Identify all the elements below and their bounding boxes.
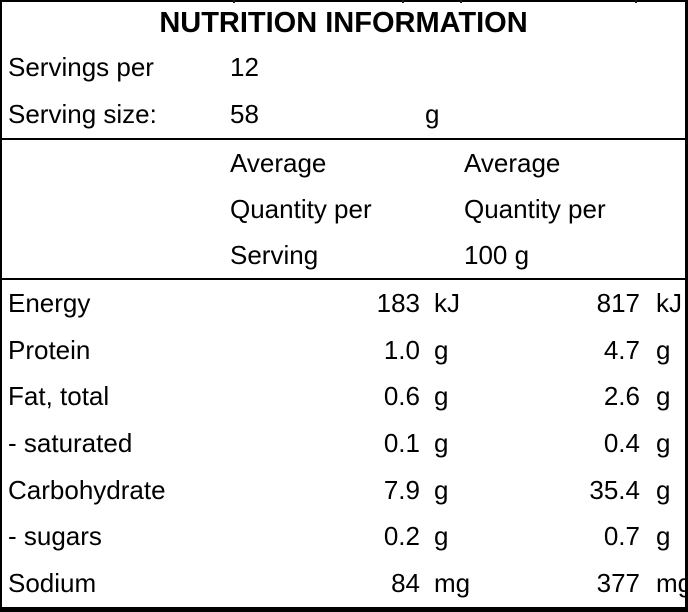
gridline-tick xyxy=(460,0,462,3)
per-serving-value: 7.9 xyxy=(383,474,420,505)
per-serving-value: 84 xyxy=(391,567,420,598)
servings-per-row: Servings per 12 xyxy=(2,44,685,91)
per-serving-value: 0.6 xyxy=(383,381,420,412)
table-row-saturated: - saturated 0.1 g 0.4 g xyxy=(2,420,685,467)
per-100g-unit: g xyxy=(656,521,671,552)
per-100g-unit: g xyxy=(656,334,671,365)
gridline-tick xyxy=(233,0,235,3)
serving-size-value: 58 xyxy=(230,99,259,129)
nutrient-name: Energy xyxy=(8,287,91,318)
gridline-tick xyxy=(635,0,637,3)
per-serving-unit: g xyxy=(434,334,449,365)
serving-size-row: Serving size: 58 g xyxy=(2,91,685,138)
nutrient-name: Sodium xyxy=(8,567,97,598)
table-row-protein: Protein 1.0 g 4.7 g xyxy=(2,327,685,374)
per-serving-value: 0.2 xyxy=(383,521,420,552)
per-serving-unit: g xyxy=(434,427,449,458)
table-row-sugars: - sugars 0.2 g 0.7 g xyxy=(2,513,685,560)
nutrient-name: - sugars xyxy=(8,521,102,552)
table-row-fat-total: Fat, total 0.6 g 2.6 g xyxy=(2,373,685,420)
per-100g-unit: mg xyxy=(656,567,688,598)
per-100g-value: 2.6 xyxy=(603,381,640,412)
per-serving-value: 183 xyxy=(376,287,420,318)
nutrient-name: Carbohydrate xyxy=(8,474,166,505)
per-100g-unit: g xyxy=(656,427,671,458)
column-header-row: Average Quantity per Serving Average Qua… xyxy=(2,140,685,278)
per-100g-unit: g xyxy=(656,381,671,412)
per-100g-unit: kJ xyxy=(656,287,682,318)
per-serving-unit: g xyxy=(434,381,449,412)
table-row-energy: Energy 183 kJ 817 kJ xyxy=(2,280,685,327)
per-100g-unit: g xyxy=(656,474,671,505)
nutrient-name: Fat, total xyxy=(8,381,110,412)
nutrient-name: Protein xyxy=(8,334,91,365)
per-100g-value: 35.4 xyxy=(589,474,640,505)
per-serving-value: 0.1 xyxy=(383,427,420,458)
panel-title: NUTRITION INFORMATION xyxy=(159,6,528,39)
header-per-100g: Average Quantity per 100 g xyxy=(464,147,606,270)
serving-size-unit: g xyxy=(425,99,440,129)
per-serving-unit: g xyxy=(434,474,449,505)
per-100g-value: 0.4 xyxy=(603,427,640,458)
per-serving-value: 1.0 xyxy=(383,334,420,365)
per-100g-value: 0.7 xyxy=(603,521,640,552)
header-per-serving: Average Quantity per Serving xyxy=(230,147,372,270)
gridline-tick xyxy=(402,0,404,3)
per-100g-value: 4.7 xyxy=(603,334,640,365)
per-100g-value: 817 xyxy=(596,287,640,318)
servings-per-label: Servings per xyxy=(8,52,154,82)
per-serving-unit: kJ xyxy=(434,287,460,318)
table-row-carbohydrate: Carbohydrate 7.9 g 35.4 g xyxy=(2,467,685,514)
per-serving-unit: mg xyxy=(434,567,471,598)
per-serving-unit: g xyxy=(434,521,449,552)
servings-per-value: 12 xyxy=(230,52,259,82)
serving-size-label: Serving size: xyxy=(8,99,157,129)
per-100g-value: 377 xyxy=(596,567,640,598)
table-row-sodium: Sodium 84 mg 377 mg xyxy=(2,560,688,607)
nutrient-name: - saturated xyxy=(8,427,133,458)
divider-top xyxy=(2,138,685,140)
divider-header xyxy=(2,278,685,280)
